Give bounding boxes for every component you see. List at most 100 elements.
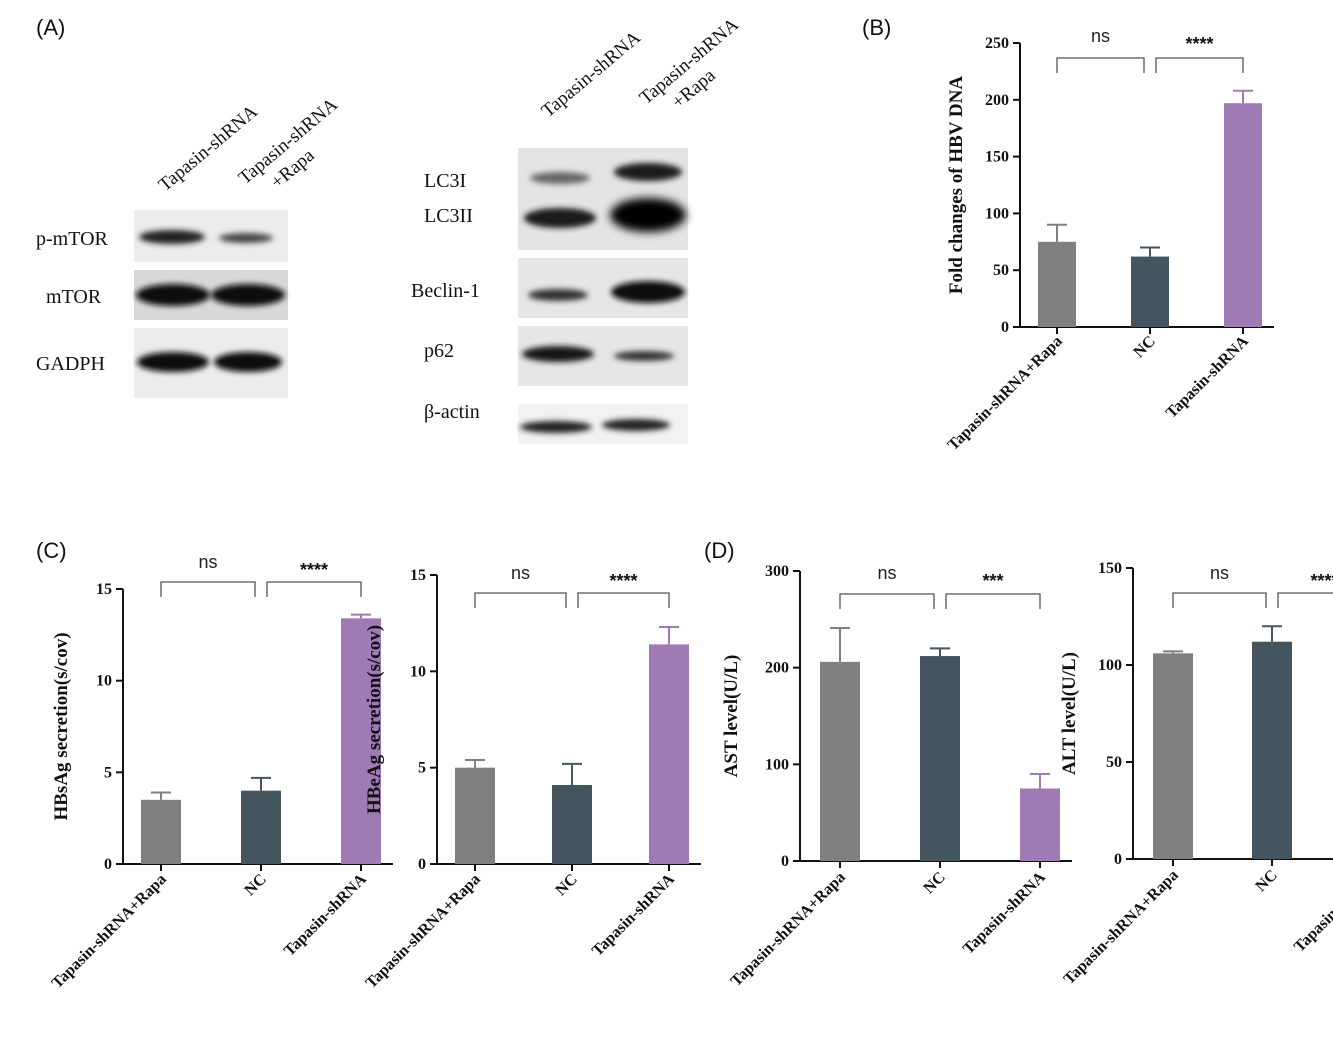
y-tick-label: 0 xyxy=(418,856,426,873)
x-tick-label: Tapasin-shRNA+Rapa xyxy=(945,333,1066,454)
y-tick-label: 0 xyxy=(104,856,112,873)
significance-label: **** xyxy=(1310,571,1333,591)
bar xyxy=(649,644,689,864)
y-axis-label: HBeAg secretion(s/cov) xyxy=(364,625,385,814)
blot2-lane-label-1: Tapasin-shRNA xyxy=(538,27,645,122)
x-tick-label: Tapasin-shRNA+Rapa xyxy=(363,871,484,992)
y-axis-label: AST level(U/L) xyxy=(721,655,742,778)
blot1-band xyxy=(136,284,210,306)
bar xyxy=(1131,256,1169,327)
significance-label: ns xyxy=(1091,26,1110,46)
chart-alt: 0 50 100 150 ALT level(U/L) Tapasin-shRNA+Rap… xyxy=(1059,560,1333,988)
significance-label: **** xyxy=(300,560,328,580)
blot1-band xyxy=(211,284,285,306)
blot2-band xyxy=(528,289,588,301)
y-tick-label: 0 xyxy=(781,853,789,870)
blot2-row-label-lc3i: LC3I xyxy=(424,170,466,192)
bar xyxy=(1038,241,1076,327)
y-tick-label: 150 xyxy=(1098,560,1122,577)
significance-label: ns xyxy=(1210,563,1229,583)
blot2-band xyxy=(522,346,594,362)
blot2-lane-label-2: Tapasin-shRNA+Rapa xyxy=(636,14,759,127)
y-tick-label: 200 xyxy=(985,92,1009,109)
y-axis-label: Fold changes of HBV DNA xyxy=(946,76,967,294)
significance-label: **** xyxy=(1185,34,1213,54)
significance-bracket xyxy=(839,593,935,609)
significance-label: ns xyxy=(511,563,530,583)
chart-hbeag: 0 5 10 15 HBeAg secretion(s/cov) Tapasin-shRN… xyxy=(363,563,701,992)
x-tick-label: NC xyxy=(920,869,948,897)
significance-bracket xyxy=(160,581,256,597)
bar xyxy=(141,799,181,864)
y-axis-label: HBsAg secretion(s/cov) xyxy=(51,632,72,820)
y-tick-label: 250 xyxy=(985,35,1009,52)
significance-bracket xyxy=(577,592,670,608)
y-tick-label: 0 xyxy=(1114,851,1122,868)
chart-ast: 0 100 200 300 AST level(U/L) Tapasin-shRNA+Ra… xyxy=(721,563,1072,990)
y-tick-label: 5 xyxy=(418,760,426,777)
blot2-band xyxy=(610,198,686,232)
y-tick-label: 10 xyxy=(410,663,426,680)
significance-bracket xyxy=(474,592,567,608)
panel-label-a: (A) xyxy=(36,15,65,40)
panel-label-c: (C) xyxy=(36,538,67,563)
significance-bracket xyxy=(1056,57,1145,73)
x-tick-label: Tapasin-shRNA xyxy=(281,870,370,959)
bar xyxy=(341,618,381,864)
blot2-band xyxy=(611,281,685,303)
y-tick-label: 50 xyxy=(1106,754,1122,771)
y-tick-label: 100 xyxy=(985,205,1009,222)
blot1-band xyxy=(219,233,273,243)
blot1-row-label-gadph: GADPH xyxy=(36,353,105,375)
y-tick-label: 15 xyxy=(96,581,112,598)
y-tick-label: 100 xyxy=(765,756,789,773)
bar xyxy=(241,790,281,864)
significance-label: ns xyxy=(877,563,896,583)
significance-label: ns xyxy=(198,552,217,572)
x-tick-label: Tapasin-shRNA xyxy=(1163,332,1252,421)
bar xyxy=(1153,653,1193,859)
x-tick-label: NC xyxy=(552,871,580,899)
panel-label-d: (D) xyxy=(704,538,735,563)
x-tick-label: NC xyxy=(241,871,269,899)
blot2-band xyxy=(602,419,670,431)
significance-bracket xyxy=(1172,592,1267,608)
bar xyxy=(820,661,860,861)
y-tick-label: 100 xyxy=(1098,657,1122,674)
blot1-band xyxy=(214,352,282,372)
significance-bracket xyxy=(266,581,362,597)
blot2-band xyxy=(524,208,596,228)
y-tick-label: 300 xyxy=(765,563,789,580)
blot2-row-label-beclin1: Beclin-1 xyxy=(411,280,480,302)
significance-bracket xyxy=(1155,57,1244,73)
blot2-row-label-lc3ii: LC3II xyxy=(424,205,473,227)
significance-bracket xyxy=(945,593,1041,609)
chart-hbv-dna: 0 50 100 150 200 250 Fold changes of HBV DNA Ta… xyxy=(945,26,1274,454)
blot2-row-label-p62: p62 xyxy=(424,340,454,362)
western-blot-mtor: Tapasin-shRNA Tapasin-shRNA+Rapa p-mTOR … xyxy=(36,94,342,398)
blot1-row-label-mtor: mTOR xyxy=(46,286,102,308)
x-tick-label: NC xyxy=(1252,867,1280,895)
x-tick-label: Tapasin-shRNA xyxy=(960,868,1049,957)
y-tick-label: 200 xyxy=(765,660,789,677)
x-tick-label: Tapasin-shRNA xyxy=(1291,866,1333,955)
blot2-band xyxy=(530,172,590,184)
significance-bracket xyxy=(1277,592,1333,608)
bar xyxy=(552,785,592,864)
bar xyxy=(1020,788,1060,861)
blot2-strip-lc3 xyxy=(518,148,688,250)
y-tick-label: 150 xyxy=(985,149,1009,166)
bar xyxy=(1252,641,1292,859)
chart-hbsag: 0 5 10 15 HBsAg secretion(s/cov) Tapasin-shRN… xyxy=(49,552,393,992)
blot2-band xyxy=(614,351,674,361)
blot1-row-label-pmtor: p-mTOR xyxy=(36,228,109,250)
blot2-band xyxy=(520,421,592,433)
x-tick-label: NC xyxy=(1130,333,1158,361)
y-axis-label: ALT level(U/L) xyxy=(1059,652,1080,775)
y-tick-label: 15 xyxy=(410,567,426,584)
blot1-band xyxy=(139,230,205,244)
x-tick-label: Tapasin-shRNA+Rapa xyxy=(1061,867,1182,988)
significance-label: *** xyxy=(982,571,1003,591)
x-tick-label: Tapasin-shRNA+Rapa xyxy=(728,869,849,990)
significance-label: **** xyxy=(609,571,637,591)
